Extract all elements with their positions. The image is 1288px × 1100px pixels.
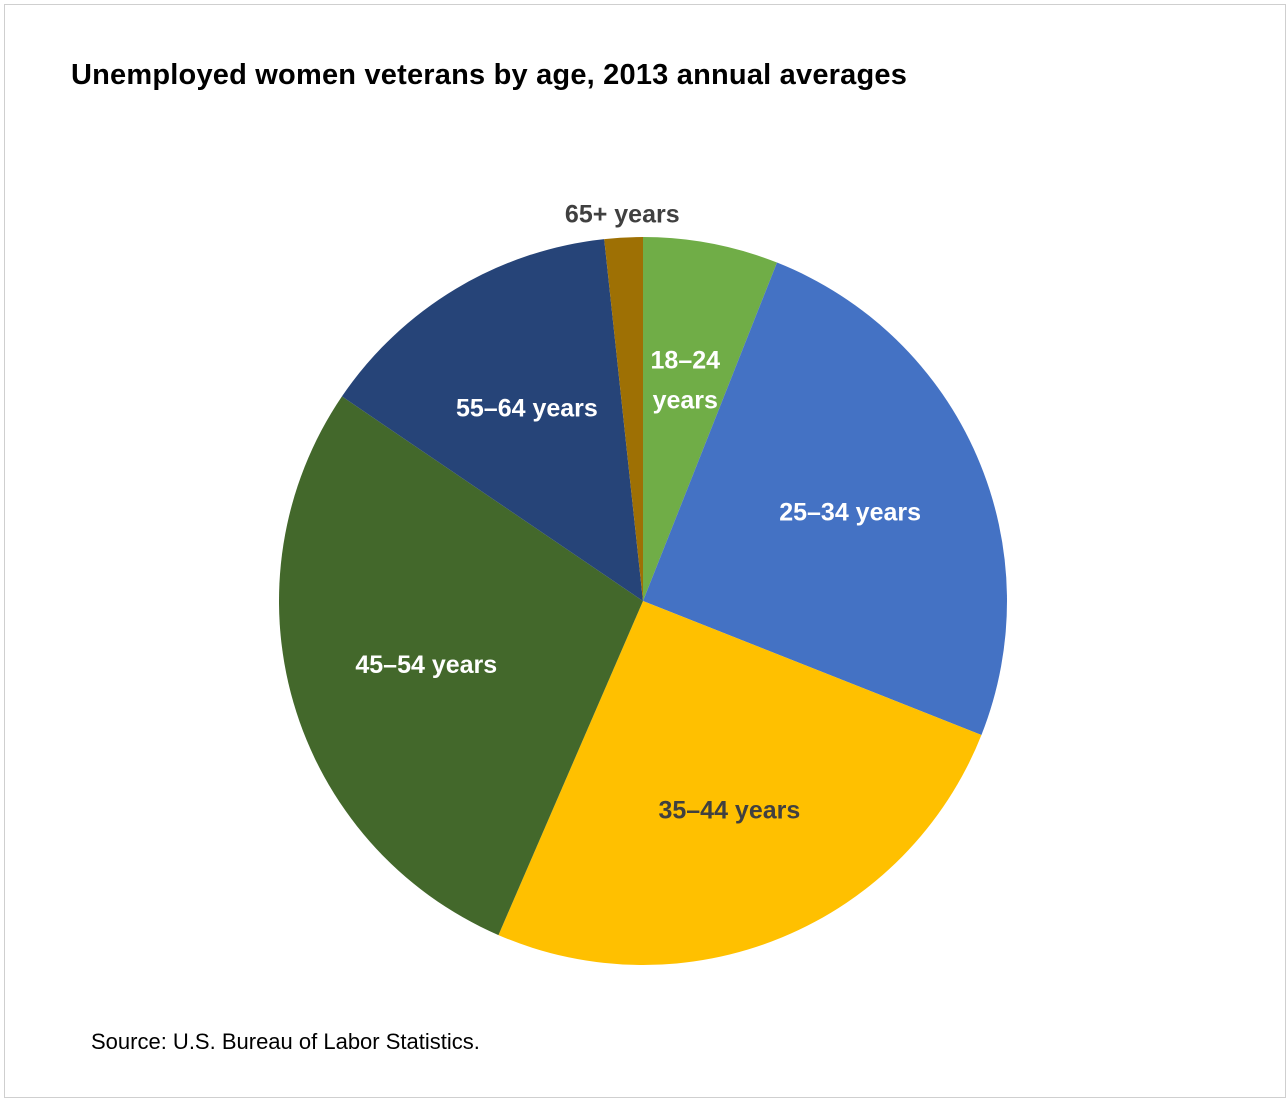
pie-slice-18-24-years (643, 237, 777, 601)
slice-label-35-44-years: 35–44 years (658, 797, 800, 825)
slice-label-line: 55–64 years (456, 394, 598, 422)
source-note: Source: U.S. Bureau of Labor Statistics. (91, 1029, 480, 1054)
pie-slice-55-64-years (341, 239, 643, 601)
slice-label-line: 35–44 years (658, 797, 800, 825)
slice-label-line: 18–24 (651, 346, 721, 374)
pie-slice-35-44-years (498, 601, 982, 965)
slice-label-25-34-years: 25–34 years (779, 498, 921, 526)
slice-label-line: 65+ years (565, 201, 680, 229)
slice-label-line: 25–34 years (779, 498, 921, 526)
chart-title: Unemployed women veterans by age, 2013 a… (71, 59, 908, 91)
slice-label-55-64-years: 55–64 years (456, 394, 598, 422)
slice-label-65-years: 65+ years (565, 201, 680, 229)
slice-label-line: 45–54 years (355, 651, 497, 679)
slice-label-18-24-years: 18–24 years (651, 346, 721, 414)
slice-label-line: years (653, 386, 718, 414)
pie-slice-45-54-years (278, 396, 643, 936)
slice-label-45-54-years: 45–54 years (355, 651, 497, 679)
pie-slice-25-34-years (643, 262, 1007, 735)
pie-slice-65-years (604, 237, 643, 601)
